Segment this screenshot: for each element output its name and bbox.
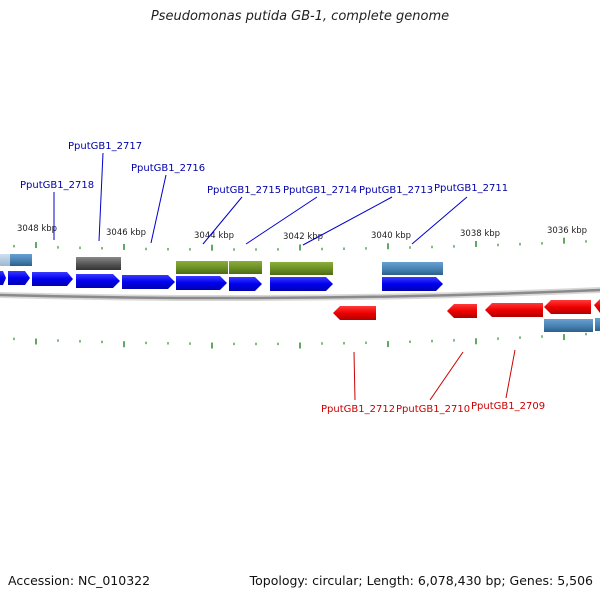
forward-gene-arrow[interactable] [8,271,30,285]
feature-light-blue[interactable] [0,254,10,266]
gene-label[interactable]: PputGB1_2715 [207,185,281,196]
accession-text: Accession: NC_010322 [8,573,151,588]
label-leader-line [353,351,356,401]
genome-summary-text: Topology: circular; Length: 6,078,430 bp… [249,573,593,588]
gene-label[interactable]: PputGB1_2717 [68,141,142,152]
map-title: Pseudomonas putida GB-1, complete genome [150,9,450,24]
forward-gene-arrow[interactable] [176,276,227,290]
label-leader-line [202,196,243,245]
reverse-gene-arrow[interactable] [544,300,591,314]
forward-gene-arrow[interactable] [229,277,262,291]
backbone-line-core [0,288,600,300]
gene-label[interactable]: PputGB1_2709 [471,401,545,412]
feature-steel[interactable] [10,254,32,266]
tick-label: 3046 kbp [106,228,146,238]
tick-label: 3040 kbp [371,231,411,241]
tick-marks-top [13,237,587,251]
reverse-gene-arrow[interactable] [333,306,376,320]
forward-gene-arrow[interactable] [382,277,443,291]
gene-label[interactable]: PputGB1_2710 [396,404,470,415]
tick-marks-bottom [13,332,587,349]
forward-gene-arrow[interactable] [32,272,73,286]
tick-label: 3048 kbp [17,224,57,234]
label-leader-line [302,196,393,246]
tick-label: 3036 kbp [547,226,587,236]
gene-label[interactable]: PputGB1_2714 [283,185,357,196]
label-leader-line [429,351,464,401]
gene-label[interactable]: PputGB1_2716 [131,163,205,174]
feature-steel[interactable] [382,262,443,275]
feature-olive[interactable] [229,261,262,274]
reverse-gene-arrow[interactable] [594,299,600,313]
label-leader-line [245,196,318,245]
feature-steel[interactable] [595,318,600,331]
feature-olive[interactable] [176,261,228,274]
forward-gene-arrow[interactable] [270,277,333,291]
feature-gray[interactable] [76,257,121,270]
label-leader-line [150,174,167,244]
gene-label[interactable]: PputGB1_2713 [359,185,433,196]
feature-steel[interactable] [544,319,593,332]
feature-olive[interactable] [270,262,333,275]
tick-label: 3044 kbp [194,231,234,241]
gene-label[interactable]: PputGB1_2712 [321,404,395,415]
tick-label: 3042 kbp [283,232,323,242]
gene-label[interactable]: PputGB1_2711 [434,183,508,194]
forward-gene-arrow[interactable] [122,275,175,289]
label-leader-line [98,152,104,242]
label-leader-line [505,349,516,399]
reverse-gene-arrow[interactable] [447,304,477,318]
forward-gene-arrow[interactable] [0,271,6,285]
forward-gene-arrow[interactable] [76,274,120,288]
reverse-gene-arrow[interactable] [485,303,543,317]
label-leader-line [411,196,468,245]
gene-label[interactable]: PputGB1_2718 [20,180,94,191]
tick-label: 3038 kbp [460,229,500,239]
